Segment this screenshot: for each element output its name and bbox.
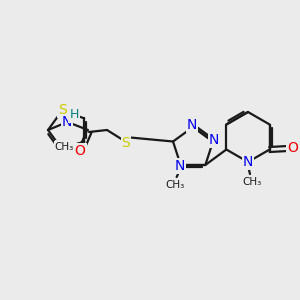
Text: N: N — [243, 155, 253, 169]
Text: O: O — [287, 142, 298, 155]
Text: CH₃: CH₃ — [242, 177, 262, 187]
Text: N: N — [209, 133, 219, 146]
Text: S: S — [122, 136, 130, 150]
Text: N: N — [56, 141, 66, 155]
Text: N: N — [175, 159, 185, 173]
Text: N: N — [187, 118, 197, 132]
Text: CH₃: CH₃ — [165, 180, 184, 190]
Text: N: N — [62, 115, 72, 129]
Text: H: H — [69, 109, 79, 122]
Text: CH₃: CH₃ — [55, 142, 74, 152]
Text: O: O — [75, 144, 86, 158]
Text: S: S — [58, 103, 67, 117]
